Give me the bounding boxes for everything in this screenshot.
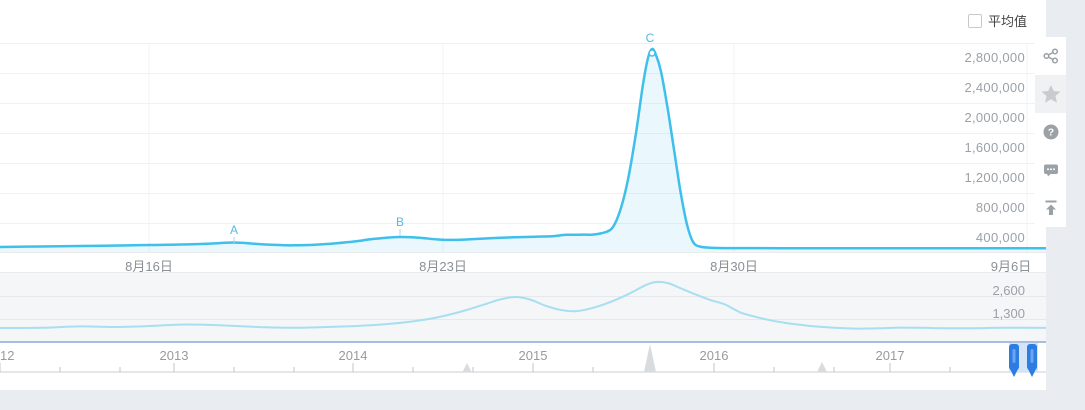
slider-handle-2[interactable] [1027, 344, 1037, 377]
x-axis-label: 8月30日 [710, 259, 758, 274]
page-background-bottom [0, 390, 1085, 410]
x-axis-label: 8月16日 [125, 259, 173, 274]
handle-stripe [1012, 349, 1016, 363]
handle-tip [1009, 368, 1019, 377]
year-label-2013: 2013 [159, 348, 189, 363]
year-label-2017: 2017 [875, 348, 905, 363]
overview-axis-label: 1,300 [992, 306, 1025, 321]
slider-handle-1[interactable] [1009, 344, 1019, 377]
year-label-2012: 2012 [0, 348, 15, 363]
average-toggle[interactable]: 平均值 [968, 11, 1027, 30]
year-label-2015: 2015 [518, 348, 548, 363]
favorite-button[interactable] [1035, 75, 1066, 113]
average-checkbox[interactable] [968, 13, 982, 28]
timeline-slider[interactable]: 2012 2013 2014 2015 2016 2017 [0, 341, 1046, 381]
trend-line [0, 47, 1046, 250]
trend-area [0, 48, 1046, 252]
share-icon [1042, 48, 1058, 64]
y-axis-label: 1,200,000 [964, 170, 1025, 185]
preview-spike [817, 362, 827, 372]
handle-stripe [1030, 349, 1034, 363]
year-label-2016: 2016 [699, 348, 729, 363]
timeline-slider-track[interactable] [0, 343, 1046, 383]
main-trend-chart: A B C [0, 31, 1046, 273]
overview-line [0, 280, 1046, 330]
back-to-top-icon [1045, 200, 1056, 215]
average-label: 平均值 [988, 14, 1028, 29]
y-axis-label: 2,000,000 [964, 110, 1025, 125]
year-label-2014: 2014 [338, 348, 368, 363]
back-to-top-button[interactable] [1035, 189, 1066, 227]
svg-text:?: ? [1047, 127, 1053, 139]
x-axis-label: 9月6日 [990, 259, 1032, 274]
help-button[interactable]: ? [1035, 113, 1066, 151]
overview-axis-label: 2,600 [992, 283, 1025, 298]
overview-band [0, 273, 1046, 341]
preview-spike [462, 363, 472, 372]
feedback-button[interactable] [1035, 151, 1066, 189]
marker-B[interactable]: B [396, 215, 404, 229]
y-axis-label: 2,400,000 [964, 80, 1025, 95]
y-axis-label: 1,600,000 [964, 140, 1025, 155]
star-icon [1041, 85, 1060, 103]
preview-spike [644, 344, 656, 372]
marker-dot [648, 49, 656, 57]
side-toolbar: ? [1035, 37, 1066, 227]
share-button[interactable] [1035, 37, 1066, 75]
y-axis-label: 800,000 [975, 200, 1025, 215]
comment-icon [1043, 164, 1058, 177]
y-axis-label: 400,000 [975, 230, 1025, 245]
marker-C[interactable]: C [646, 31, 655, 45]
marker-A[interactable]: A [230, 223, 238, 237]
overview-chart [0, 280, 1046, 330]
help-icon: ? [1043, 124, 1058, 140]
y-axis-label: 2,800,000 [964, 50, 1025, 65]
x-axis-label: 8月23日 [419, 259, 467, 274]
handle-tip [1027, 368, 1037, 377]
